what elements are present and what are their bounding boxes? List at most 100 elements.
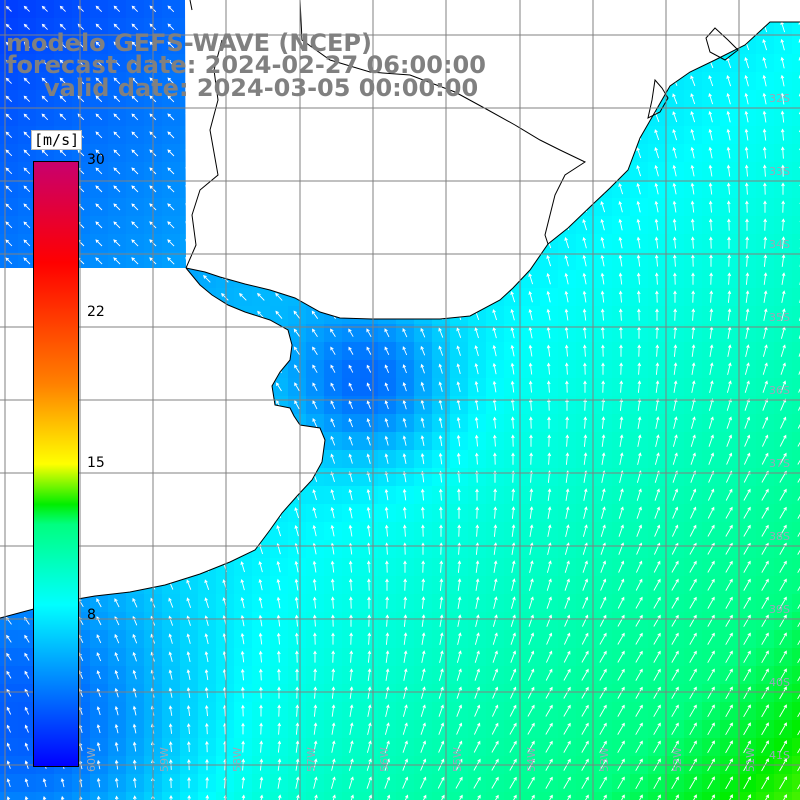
wind-arrow (690, 164, 695, 177)
latitude-label: 41S (769, 749, 790, 762)
wind-arrow (132, 705, 137, 716)
wind-arrow (781, 164, 785, 177)
wind-arrow (708, 75, 714, 87)
wind-arrow (403, 668, 408, 681)
wind-arrow (366, 453, 371, 464)
wind-arrow (204, 579, 210, 590)
wind-arrow (457, 542, 462, 555)
wind-arrow (779, 632, 787, 646)
wind-arrow (797, 567, 800, 573)
wind-arrow (636, 200, 641, 213)
wind-arrow (438, 327, 444, 338)
wind-arrow (743, 704, 751, 718)
wind-arrow (563, 740, 571, 753)
wind-arrow (763, 218, 767, 231)
wind-arrow (744, 110, 749, 123)
wind-arrow (402, 524, 407, 537)
wind-arrow (438, 722, 445, 735)
wind-arrow (366, 488, 371, 501)
wind-arrow (131, 59, 139, 67)
wind-arrow (636, 524, 643, 537)
legend-tick: 15 (87, 455, 105, 471)
wind-arrow (438, 434, 443, 447)
wind-cell (72, 792, 91, 800)
wind-arrow (781, 272, 786, 285)
wind-arrow (564, 560, 570, 573)
wind-arrow (420, 327, 426, 338)
wind-arrow (113, 167, 121, 175)
wind-cell (90, 792, 109, 800)
wind-arrow (761, 740, 769, 754)
wind-arrow (564, 578, 570, 591)
wind-arrow (619, 380, 624, 393)
wind-arrow (600, 254, 605, 267)
latitude-label: 37S (769, 457, 790, 470)
wind-arrow (113, 203, 121, 211)
wind-arrow (384, 524, 389, 537)
wind-arrow (474, 380, 479, 393)
wind-arrow (421, 668, 426, 681)
wind-arrow (313, 632, 317, 645)
wind-arrow (276, 525, 282, 537)
wind-arrow (114, 687, 119, 698)
wind-arrow (744, 74, 749, 87)
wind-arrow (385, 614, 390, 627)
wind-arrow (167, 41, 175, 49)
wind-arrow (653, 542, 661, 555)
wind-arrow (763, 272, 768, 285)
wind-arrow (582, 290, 587, 303)
wind-arrow (707, 686, 715, 699)
wind-arrow (330, 382, 336, 391)
wind-arrow (167, 5, 175, 13)
wind-arrow (420, 363, 425, 374)
wind-arrow (6, 634, 12, 643)
wind-arrow (348, 524, 353, 537)
wind-arrow (403, 650, 408, 663)
wind-arrow (5, 113, 13, 121)
wind-arrow (779, 686, 787, 700)
wind-arrow (168, 597, 174, 608)
wind-arrow (779, 578, 787, 591)
wind-arrow (725, 668, 733, 681)
wind-arrow (402, 704, 408, 717)
wind-arrow (131, 5, 139, 13)
wind-arrow (475, 524, 480, 537)
legend-tick: 30 (87, 152, 105, 168)
wind-arrow (277, 668, 281, 681)
wind-arrow (511, 542, 516, 555)
wind-arrow (549, 794, 553, 800)
wind-arrow (276, 632, 281, 645)
wind-arrow (564, 290, 569, 303)
wind-arrow (726, 75, 732, 87)
wind-cell (630, 792, 649, 800)
wind-arrow (6, 652, 12, 661)
wind-arrow (708, 128, 713, 141)
wind-arrow (59, 41, 67, 49)
wind-arrow (23, 149, 31, 157)
wind-arrow (331, 722, 336, 735)
wind-arrow (637, 398, 642, 411)
wind-arrow (259, 776, 264, 789)
wind-arrow (60, 777, 65, 788)
wind-arrow (744, 398, 750, 411)
wind-arrow (24, 724, 29, 733)
wind-arrow (671, 560, 679, 573)
wind-arrow (41, 23, 48, 30)
wind-arrow (797, 783, 800, 790)
wind-arrow (131, 113, 139, 121)
wind-arrow (729, 794, 733, 800)
wind-cell (522, 792, 541, 800)
wind-arrow (653, 668, 661, 681)
wind-arrow (204, 597, 209, 609)
wind-arrow (131, 95, 139, 103)
wind-arrow (744, 182, 749, 195)
wind-arrow (41, 149, 49, 157)
wind-arrow (563, 776, 571, 789)
wind-arrow (797, 657, 800, 664)
wind-arrow (384, 453, 389, 464)
wind-arrow (439, 542, 443, 555)
wind-arrow (312, 560, 317, 573)
wind-cell (792, 144, 800, 163)
wind-arrow (726, 164, 731, 177)
latitude-label: 36S (769, 384, 790, 397)
